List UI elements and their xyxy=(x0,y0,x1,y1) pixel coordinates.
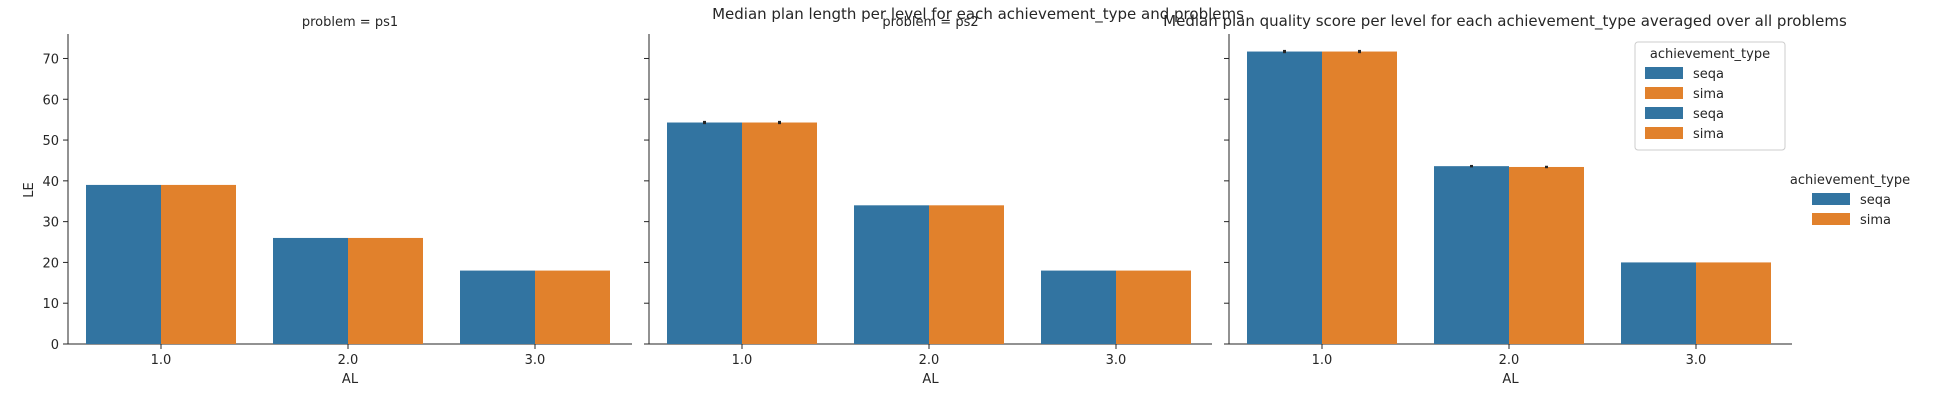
panel-title: problem = ps2 xyxy=(882,15,978,30)
x-axis-label: AL xyxy=(1502,372,1519,387)
inner-legend-label: seqa xyxy=(1693,67,1724,82)
inner-legend-label: sima xyxy=(1693,127,1724,142)
overlay-title: Median plan quality score per level for … xyxy=(1163,12,1847,31)
legend-swatch-sima xyxy=(1812,213,1850,225)
bar-sima xyxy=(535,270,610,344)
x-tick-label: 1.0 xyxy=(151,353,172,368)
x-axis-label: AL xyxy=(342,372,359,387)
bar-seqa xyxy=(1041,270,1116,344)
bar-seqa xyxy=(460,270,535,344)
inner-legend-swatch-sima xyxy=(1645,87,1683,99)
bar-sima xyxy=(161,184,236,344)
y-tick-label: 30 xyxy=(42,216,59,231)
inner-legend-title: achievement_type xyxy=(1650,47,1770,62)
y-tick-label: 0 xyxy=(51,338,59,353)
inner-legend-swatch-seqa xyxy=(1645,67,1683,79)
bar-sima xyxy=(1322,51,1397,344)
bar-sima xyxy=(1509,166,1584,344)
bar-seqa xyxy=(86,184,161,344)
inner-legend-label: sima xyxy=(1693,87,1724,102)
y-tick-label: 70 xyxy=(42,52,59,67)
x-tick-label: 1.0 xyxy=(1312,353,1333,368)
x-axis-label: AL xyxy=(922,372,939,387)
y-tick-label: 60 xyxy=(42,93,59,108)
x-tick-label: 3.0 xyxy=(525,353,546,368)
x-tick-label: 2.0 xyxy=(1499,353,1520,368)
bar-sima xyxy=(348,237,423,344)
legend-label: seqa xyxy=(1860,193,1891,208)
x-tick-label: 3.0 xyxy=(1686,353,1707,368)
y-tick-label: 50 xyxy=(42,134,59,149)
legend-title: achievement_type xyxy=(1790,173,1910,188)
y-tick-label: 20 xyxy=(42,256,59,271)
inner-legend-swatch-sima xyxy=(1645,127,1683,139)
bar-sima xyxy=(1696,262,1771,344)
y-tick-label: 40 xyxy=(42,175,59,190)
bar-seqa xyxy=(854,205,929,344)
x-tick-label: 3.0 xyxy=(1106,353,1127,368)
bar-sima xyxy=(742,122,817,345)
figure-suptitle: Median plan length per level for each ac… xyxy=(712,5,1244,24)
y-axis-label: LE xyxy=(22,182,37,197)
bar-seqa xyxy=(1247,51,1322,344)
bar-seqa xyxy=(1621,262,1696,344)
bar-seqa xyxy=(667,122,742,345)
x-tick-label: 1.0 xyxy=(732,353,753,368)
bar-sima xyxy=(929,205,1004,344)
inner-legend-swatch-seqa xyxy=(1645,107,1683,119)
x-tick-label: 2.0 xyxy=(919,353,940,368)
inner-legend-label: seqa xyxy=(1693,107,1724,122)
bar-sima xyxy=(1116,270,1191,344)
legend-swatch-seqa xyxy=(1812,193,1850,205)
bar-seqa xyxy=(1434,166,1509,344)
bar-seqa xyxy=(273,237,348,344)
legend-label: sima xyxy=(1860,213,1891,228)
y-tick-label: 10 xyxy=(42,297,59,312)
x-tick-label: 2.0 xyxy=(338,353,359,368)
panel-title: problem = ps1 xyxy=(302,15,398,30)
